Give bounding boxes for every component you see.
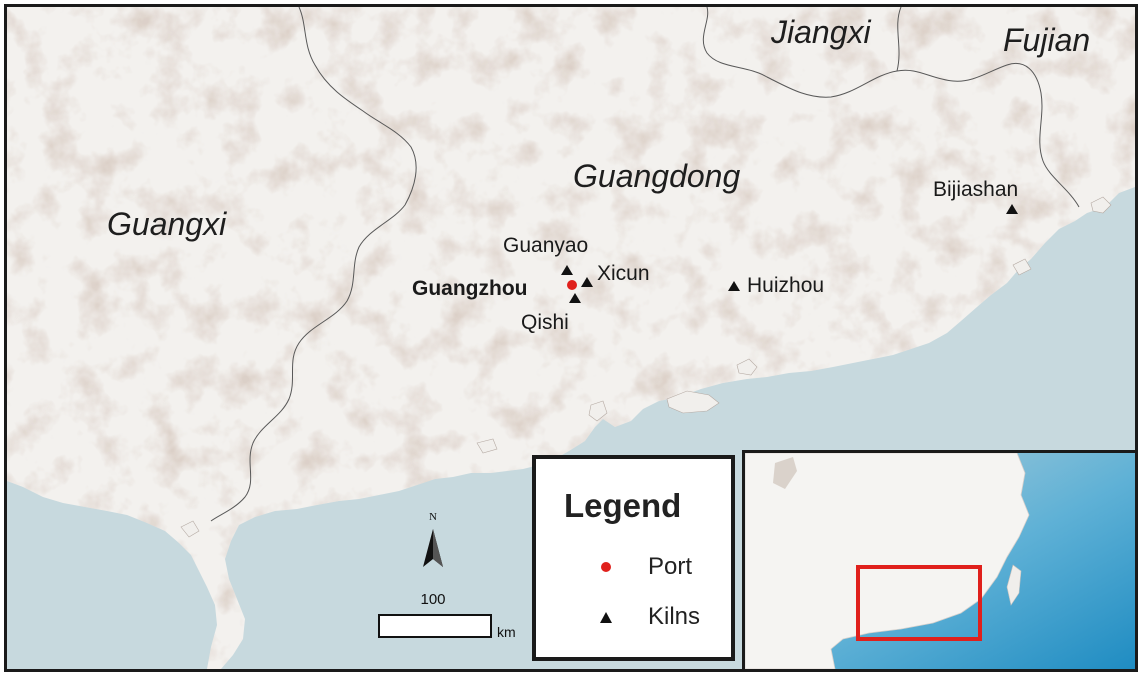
kiln-label-qishi: Qishi xyxy=(521,311,569,334)
kiln-marker-bijiashan[interactable] xyxy=(1006,204,1018,214)
inset-island-taiwan xyxy=(1006,564,1022,606)
north-arrow: N xyxy=(423,511,443,567)
triangle-icon xyxy=(596,611,616,623)
port-marker-guangzhou[interactable] xyxy=(567,280,577,290)
port-label-guangzhou: Guangzhou xyxy=(412,277,527,300)
province-boundaries xyxy=(210,7,1080,522)
kiln-marker-xicun[interactable] xyxy=(581,277,593,287)
islands xyxy=(180,196,1112,538)
dot-icon xyxy=(596,562,616,572)
legend-title: Legend xyxy=(564,487,682,524)
kiln-label-bijiashan: Bijiashan xyxy=(933,178,1018,201)
inset-extent-highlight xyxy=(856,565,982,641)
legend-item-port: Port xyxy=(596,553,692,581)
region-label-fujian: Fujian xyxy=(1003,22,1090,58)
scale-value: 100 xyxy=(420,591,445,608)
north-label: N xyxy=(429,511,437,523)
scale-bar: 100 km xyxy=(378,591,516,640)
region-label-guangxi: Guangxi xyxy=(107,206,227,242)
kiln-label-guanyao: Guanyao xyxy=(503,234,588,257)
kiln-marker-huizhou[interactable] xyxy=(728,281,740,291)
inset-map xyxy=(742,450,1138,672)
scale-unit: km xyxy=(497,624,516,640)
scale-bar-box xyxy=(378,614,492,638)
region-label-jiangxi: Jiangxi xyxy=(770,14,872,50)
legend-item-label: Port xyxy=(648,553,693,580)
kiln-label-huizhou: Huizhou xyxy=(747,274,824,297)
region-label-guangdong: Guangdong xyxy=(573,158,740,194)
kiln-label-xicun: Xicun xyxy=(597,262,650,285)
inset-land xyxy=(745,453,1030,669)
legend: Legend Port Kilns xyxy=(532,455,735,661)
legend-item-kilns: Kilns xyxy=(596,603,700,631)
inset-terrain xyxy=(773,457,797,489)
inset-map-canvas[interactable] xyxy=(745,453,1135,669)
kiln-marker-guanyao[interactable] xyxy=(561,265,573,275)
legend-item-label: Kilns xyxy=(648,603,701,630)
kiln-marker-qishi[interactable] xyxy=(569,293,581,303)
